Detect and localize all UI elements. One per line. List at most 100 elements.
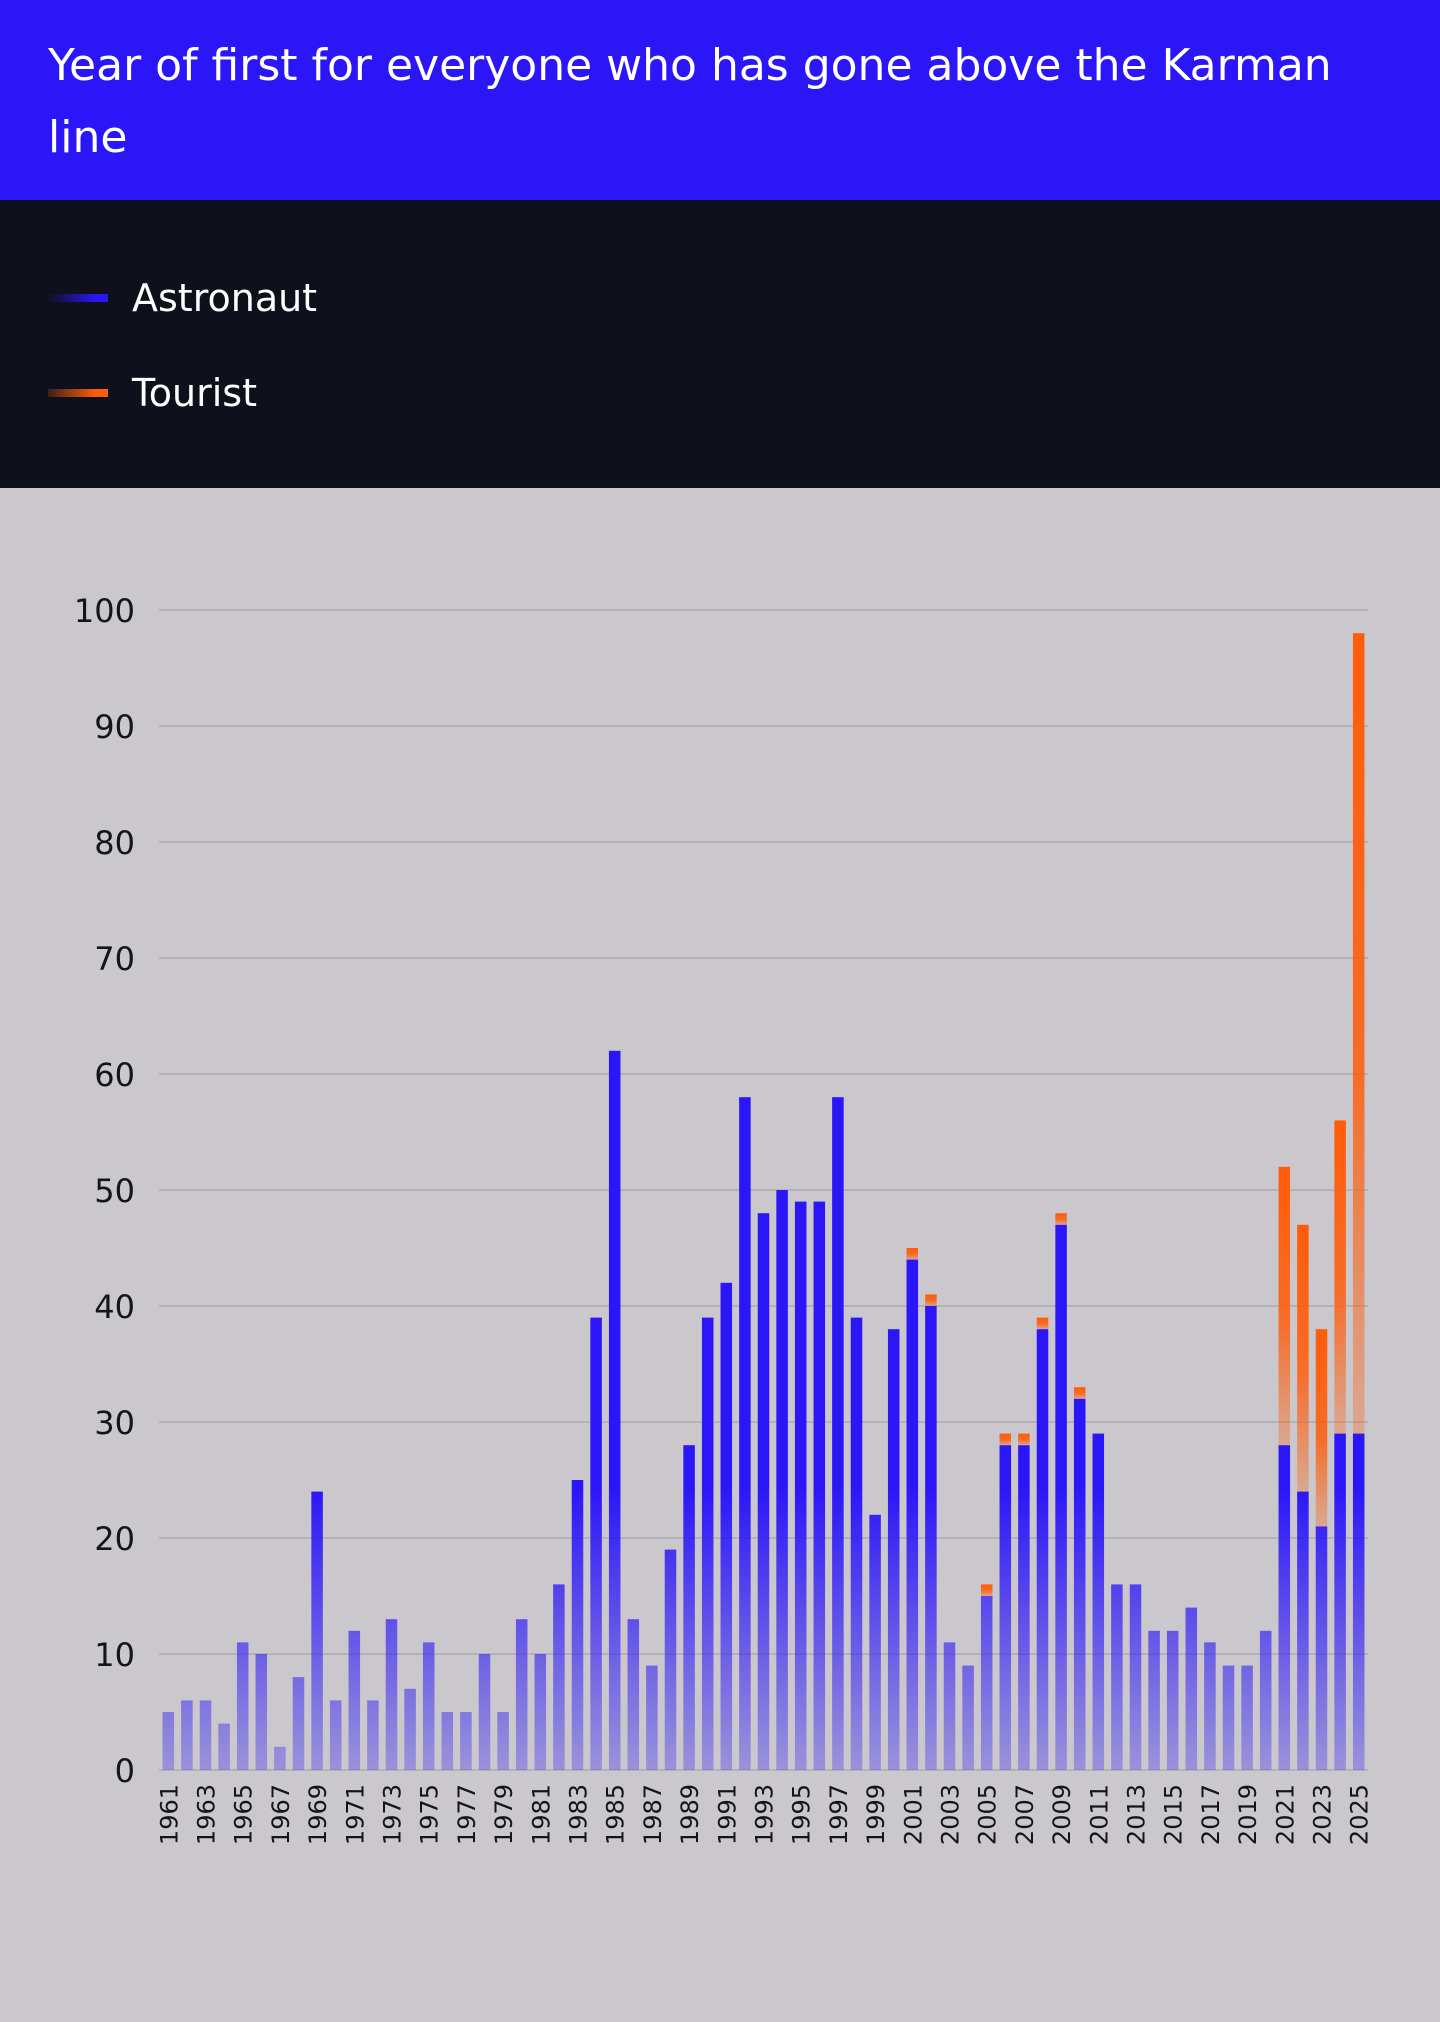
bar-astronaut-1998	[850, 1317, 863, 1770]
x-tick-label: 2007	[1011, 1784, 1039, 1845]
bar-astronaut-2013	[1129, 1584, 1142, 1770]
x-tick-label: 1967	[267, 1784, 295, 1845]
bar-astronaut-1964	[218, 1723, 230, 1770]
bar-astronaut-1978	[478, 1654, 491, 1770]
legend: Astronaut Tourist	[0, 200, 1440, 488]
x-tick-label: 1971	[341, 1784, 369, 1845]
legend-label-tourist: Tourist	[132, 371, 257, 415]
chart-title: Year of first for everyone who has gone …	[48, 40, 1332, 163]
y-tick-label: 0	[115, 1752, 135, 1790]
legend-item-astronaut: Astronaut	[48, 268, 317, 328]
bar-astronaut-2018	[1222, 1665, 1235, 1770]
chart-header: Year of first for everyone who has gone …	[0, 0, 1440, 200]
bar-astronaut-2009	[1055, 1224, 1067, 1770]
bars	[162, 633, 1365, 1770]
x-tick-label: 2025	[1346, 1784, 1374, 1845]
bar-astronaut-2024	[1334, 1433, 1346, 1770]
bar-astronaut-1972	[367, 1700, 379, 1770]
bar-astronaut-2007	[1018, 1445, 1030, 1770]
legend-item-tourist: Tourist	[48, 363, 257, 423]
x-axis: 1961 1963 1965 1967 1969 1971 1973 1975 1977 1979…	[155, 1784, 1373, 1845]
bar-astronaut-2006	[999, 1445, 1012, 1770]
bar-astronaut-1981	[534, 1654, 547, 1770]
bar-astronaut-2010	[1073, 1398, 1086, 1770]
x-tick-label: 1995	[788, 1784, 816, 1845]
bar-astronaut-2001	[906, 1259, 919, 1770]
bar-astronaut-1987	[646, 1665, 658, 1770]
bar-astronaut-2004	[962, 1665, 974, 1770]
bar-astronaut-2011	[1092, 1433, 1105, 1770]
bar-astronaut-1986	[627, 1619, 640, 1770]
legend-swatch-astronaut	[48, 294, 108, 302]
bar-astronaut-1976	[441, 1712, 454, 1770]
x-tick-label: 2005	[974, 1784, 1002, 1845]
bar-astronaut-2014	[1148, 1630, 1160, 1770]
y-tick-label: 60	[94, 1056, 135, 1094]
bar-astronaut-1962	[181, 1700, 193, 1770]
bar-astronaut-1971	[348, 1630, 361, 1770]
bar-astronaut-1967	[274, 1746, 286, 1770]
x-tick-label: 1977	[453, 1784, 481, 1845]
x-tick-label: 1975	[416, 1784, 444, 1845]
bar-astronaut-1970	[329, 1700, 342, 1770]
x-tick-label: 1989	[676, 1784, 704, 1845]
x-tick-label: 1997	[825, 1784, 853, 1845]
x-tick-label: 2019	[1234, 1784, 1262, 1845]
bar-astronaut-1975	[422, 1642, 435, 1770]
bar-tourist-2007	[1018, 1433, 1030, 1446]
bar-astronaut-2000	[887, 1329, 900, 1770]
bar-astronaut-1993	[757, 1213, 770, 1770]
x-tick-label: 2001	[899, 1784, 927, 1845]
bar-astronaut-2023	[1315, 1526, 1328, 1770]
bar-astronaut-2017	[1204, 1642, 1216, 1770]
bar-tourist-2001	[906, 1248, 919, 1260]
y-tick-label: 70	[94, 940, 135, 978]
bar-astronaut-1984	[590, 1317, 602, 1770]
x-tick-label: 2011	[1085, 1784, 1113, 1845]
bar-astronaut-2015	[1166, 1630, 1179, 1770]
bar-astronaut-1966	[255, 1654, 268, 1770]
x-tick-label: 1983	[565, 1784, 593, 1845]
bar-astronaut-1995	[794, 1201, 807, 1770]
bar-tourist-2002	[925, 1294, 937, 1306]
bar-tourist-2024	[1334, 1120, 1346, 1434]
y-axis: 0 10 20 30 40 50 60 70 80 90 100	[74, 592, 135, 1790]
legend-label-astronaut: Astronaut	[132, 276, 318, 320]
x-tick-label: 2017	[1197, 1784, 1225, 1845]
bar-tourist-2009	[1055, 1213, 1067, 1225]
bar-astronaut-2016	[1185, 1607, 1198, 1770]
bar-astronaut-1992	[739, 1097, 751, 1770]
x-tick-label: 1981	[527, 1784, 555, 1845]
x-tick-label: 1999	[862, 1784, 890, 1845]
bar-tourist-2021	[1278, 1166, 1291, 1446]
bar-astronaut-1991	[720, 1282, 733, 1770]
bar-astronaut-1994	[776, 1190, 788, 1770]
bar-astronaut-1983	[571, 1480, 584, 1770]
bar-astronaut-1996	[813, 1201, 826, 1770]
bar-astronaut-2002	[925, 1306, 937, 1770]
x-tick-label: 1961	[155, 1784, 183, 1845]
bar-astronaut-2020	[1259, 1630, 1272, 1770]
bar-astronaut-2022	[1297, 1491, 1309, 1770]
bar-tourist-2008	[1036, 1317, 1049, 1330]
bar-tourist-2005	[980, 1584, 993, 1596]
bar-astronaut-1974	[404, 1688, 416, 1770]
y-tick-label: 40	[94, 1288, 135, 1326]
x-tick-label: 1993	[751, 1784, 779, 1845]
x-tick-label: 1985	[602, 1784, 630, 1845]
bar-tourist-2023	[1315, 1329, 1328, 1527]
bar-astronaut-1965	[236, 1642, 249, 1770]
bar-tourist-2006	[999, 1433, 1012, 1446]
x-tick-label: 1979	[490, 1784, 518, 1845]
bar-astronaut-1985	[608, 1050, 621, 1770]
y-tick-label: 10	[94, 1636, 135, 1674]
bar-astronaut-2005	[980, 1596, 993, 1770]
x-tick-label: 2013	[1123, 1784, 1151, 1845]
bar-astronaut-1973	[385, 1619, 398, 1770]
y-tick-label: 30	[94, 1404, 135, 1442]
y-tick-label: 90	[94, 708, 135, 746]
y-tick-label: 100	[74, 592, 135, 630]
bar-astronaut-1989	[683, 1445, 695, 1770]
bar-astronaut-1969	[311, 1491, 323, 1770]
